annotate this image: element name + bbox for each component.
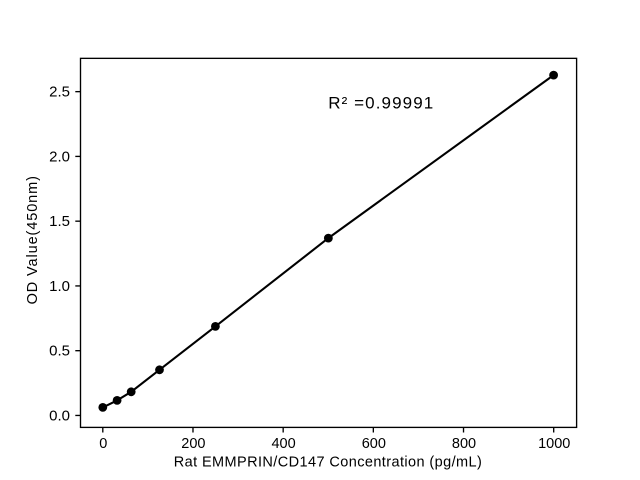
- svg-text:1.5: 1.5: [49, 213, 70, 230]
- svg-text:2.0: 2.0: [49, 148, 70, 165]
- svg-text:0.5: 0.5: [49, 343, 70, 360]
- svg-text:1000: 1000: [538, 436, 570, 452]
- svg-text:200: 200: [181, 436, 205, 452]
- svg-text:R² =0.99991: R² =0.99991: [328, 94, 434, 113]
- svg-text:0.0: 0.0: [49, 407, 70, 424]
- svg-text:600: 600: [362, 436, 386, 452]
- svg-text:2.5: 2.5: [49, 84, 70, 101]
- svg-text:OD Value(450nm): OD Value(450nm): [25, 175, 41, 304]
- svg-text:800: 800: [452, 436, 476, 452]
- svg-text:0: 0: [99, 436, 107, 452]
- svg-text:1.0: 1.0: [49, 278, 70, 295]
- svg-text:400: 400: [271, 436, 295, 452]
- svg-text:Rat EMMPRIN/CD147 Concentratio: Rat EMMPRIN/CD147 Concentration (pg/mL): [174, 455, 483, 471]
